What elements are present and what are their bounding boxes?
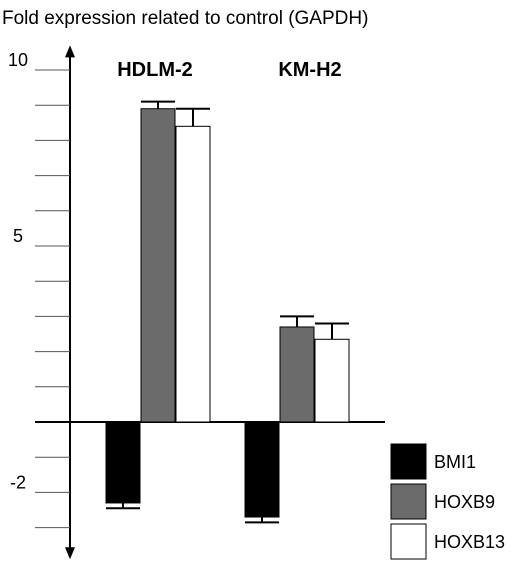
- y-axis-arrow-down: [65, 547, 75, 560]
- bar-hoxb9-hdlm-2: [140, 108, 176, 423]
- bar-hoxb13-hdlm-2: [175, 125, 211, 423]
- legend-swatch-hoxb13: [390, 523, 427, 560]
- legend-label-hoxb13: HOXB13: [434, 532, 505, 552]
- legend-label-bmi1: BMI1: [434, 452, 476, 472]
- group-label-km-h2: KM-H2: [278, 59, 341, 81]
- chart-title: Fold expression related to control (GAPD…: [2, 8, 368, 29]
- group-labels: HDLM-2 KM-H2: [117, 59, 341, 81]
- bar-hoxb9-km-h2: [279, 326, 315, 423]
- legend-swatch-hoxb9: [390, 483, 427, 520]
- y-axis-arrow-up: [65, 45, 75, 58]
- bar-bmi1-hdlm-2: [105, 421, 141, 504]
- legend-swatch-bmi1: [390, 443, 427, 480]
- y-axis-ticks: 10 5 -2: [8, 50, 70, 529]
- y-tick-label: -2: [10, 472, 26, 492]
- legend: BMI1 HOXB9 HOXB13: [390, 443, 505, 560]
- bar-bmi1-km-h2: [244, 421, 280, 518]
- bar-hoxb13-km-h2: [314, 338, 350, 423]
- legend-label-hoxb9: HOXB9: [434, 492, 495, 512]
- bars: [105, 100, 350, 524]
- y-tick-label: 5: [13, 226, 23, 246]
- y-tick-label: 10: [8, 50, 28, 70]
- group-label-hdlm-2: HDLM-2: [117, 59, 193, 81]
